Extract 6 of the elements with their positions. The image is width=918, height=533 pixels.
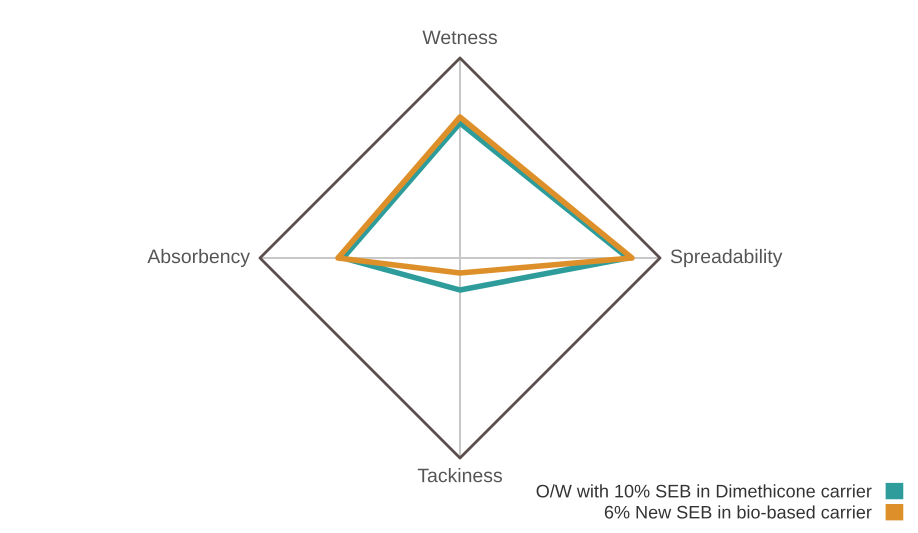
spoke-label: Spreadability [670,248,782,268]
legend-label: 6% New SEB in bio-based carrier [604,505,872,519]
legend-label: O/W with 10% SEB in Dimethicone carrier [536,484,872,498]
spoke-label: Absorbency [147,248,250,268]
spoke-label: Tackiness [418,468,502,482]
spoke-label: Wetness [422,30,497,44]
